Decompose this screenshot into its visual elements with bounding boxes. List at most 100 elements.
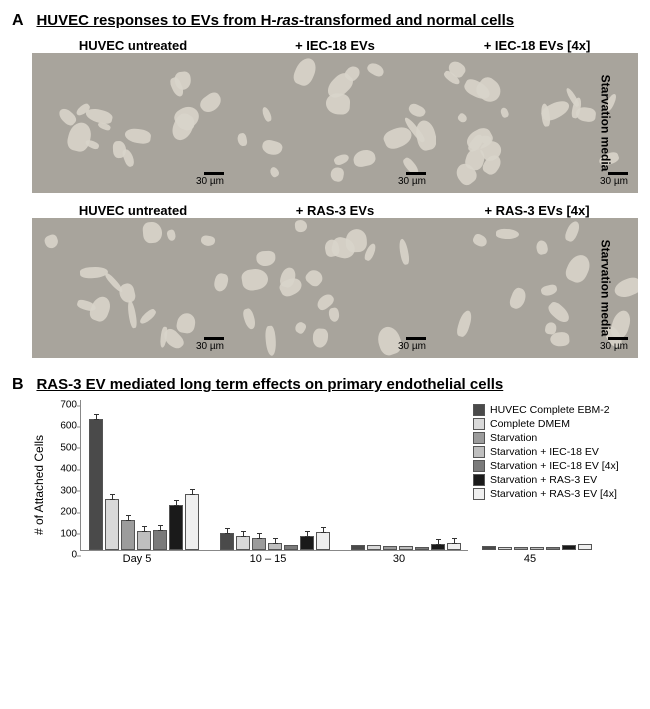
legend-swatch [473,446,485,458]
side-label: Starvation media [599,75,613,172]
legend-label: Starvation + RAS-3 EV [490,474,597,486]
bar [252,538,266,550]
legend-swatch [473,474,485,486]
legend-swatch [473,488,485,500]
legend-label: Starvation + RAS-3 EV [4x] [490,488,617,500]
bar [236,536,250,550]
legend-label: Starvation [490,432,537,444]
bar [169,505,183,550]
scale-bar: 30 µm [196,337,224,352]
x-tick-label: 30 [393,553,405,565]
x-tick-label: 45 [524,553,536,565]
legend-swatch [473,418,485,430]
bar-group: Day 5 [89,419,199,550]
bar [415,547,429,551]
bar [578,544,592,550]
bar-group: 10 – 15 [220,532,330,550]
panel-a-image-row1: 30 µm30 µm30 µmStarvation media [32,53,638,193]
bar [105,499,119,550]
legend-item: Starvation + RAS-3 EV [473,474,638,486]
micrograph: 30 µm [234,218,436,358]
scale-bar: 30 µm [600,172,628,187]
bar [268,543,282,550]
legend-item: Starvation + IEC-18 EV [4x] [473,460,638,472]
chart: # of Attached Cells 0 100 200 300 400 500 600 7… [32,400,638,570]
panel-a-label: A [12,12,32,30]
micrograph: 30 µm [32,53,234,193]
legend-label: Starvation + IEC-18 EV [4x] [490,460,619,472]
legend-label: HUVEC Complete EBM-2 [490,404,610,416]
bar [399,546,413,550]
bar [514,547,528,550]
legend-item: Starvation + IEC-18 EV [473,446,638,458]
y-tick: 100 [53,528,77,539]
y-tick: 600 [53,421,77,432]
scale-bar: 30 µm [398,337,426,352]
plot: 0 100 200 300 400 500 600 700 Day 5 10 – 15 30 45 H… [50,400,638,570]
legend-label: Complete DMEM [490,418,570,430]
title-ital: ras [277,12,300,29]
bar [431,544,445,550]
y-tick: 0 [53,550,77,561]
bar [284,545,298,550]
bar [530,547,544,550]
bar [546,547,560,550]
micrograph: 30 µm [234,53,436,193]
plot-area: 0100200300400500600700Day 510 – 153045 [80,400,468,551]
bar [367,545,381,550]
bar [447,543,461,550]
legend-label: Starvation + IEC-18 EV [490,446,599,458]
scale-bar: 30 µm [600,337,628,352]
legend-swatch [473,404,485,416]
legend-swatch [473,460,485,472]
scale-bar: 30 µm [398,172,426,187]
bar-group: 45 [482,544,592,550]
panel-b-label: B [12,376,32,394]
bar [185,494,199,550]
y-tick: 400 [53,464,77,475]
legend: HUVEC Complete EBM-2 Complete DMEM Starvat… [473,404,638,502]
col-header: HUVEC untreated [32,203,234,218]
title-pre: HUVEC responses to EVs from H- [36,12,276,29]
bar [316,532,330,550]
panel-a: A HUVEC responses to EVs from H-ras-tran… [12,12,638,358]
panel-a-title: HUVEC responses to EVs from H-ras-transf… [36,12,514,29]
title-post: -transformed and normal cells [299,12,514,29]
col-header: + IEC-18 EVs [234,38,436,53]
bar [498,547,512,550]
x-tick-label: 10 – 15 [250,553,287,565]
panel-a-headers-row1: HUVEC untreated + IEC-18 EVs + IEC-18 EV… [32,38,638,53]
bar [351,545,365,550]
y-axis-label: # of Attached Cells [32,400,46,570]
legend-item: HUVEC Complete EBM-2 [473,404,638,416]
bar [137,531,151,550]
legend-item: Starvation + RAS-3 EV [4x] [473,488,638,500]
col-header: HUVEC untreated [32,38,234,53]
bar [89,419,103,550]
y-tick: 200 [53,507,77,518]
bar [383,546,397,550]
panel-a-headers-row2: HUVEC untreated + RAS-3 EVs + RAS-3 EVs … [32,203,638,218]
bar-group: 30 [351,543,461,550]
micrograph: 30 µm [32,218,234,358]
legend-item: Complete DMEM [473,418,638,430]
legend-item: Starvation [473,432,638,444]
bar [220,533,234,550]
panel-b-title: RAS-3 EV mediated long term effects on p… [36,376,503,393]
panel-b: B RAS-3 EV mediated long term effects on… [12,376,638,570]
col-header: + RAS-3 EVs [4x] [436,203,638,218]
bar [153,530,167,550]
bar [562,545,576,550]
side-label: Starvation media [599,240,613,337]
col-header: + RAS-3 EVs [234,203,436,218]
bar [121,520,135,550]
bar [482,546,496,550]
bar [300,536,314,550]
x-tick-label: Day 5 [123,553,152,565]
y-tick: 500 [53,442,77,453]
col-header: + IEC-18 EVs [4x] [436,38,638,53]
legend-swatch [473,432,485,444]
scale-bar: 30 µm [196,172,224,187]
y-tick: 300 [53,485,77,496]
y-tick: 700 [53,400,77,411]
